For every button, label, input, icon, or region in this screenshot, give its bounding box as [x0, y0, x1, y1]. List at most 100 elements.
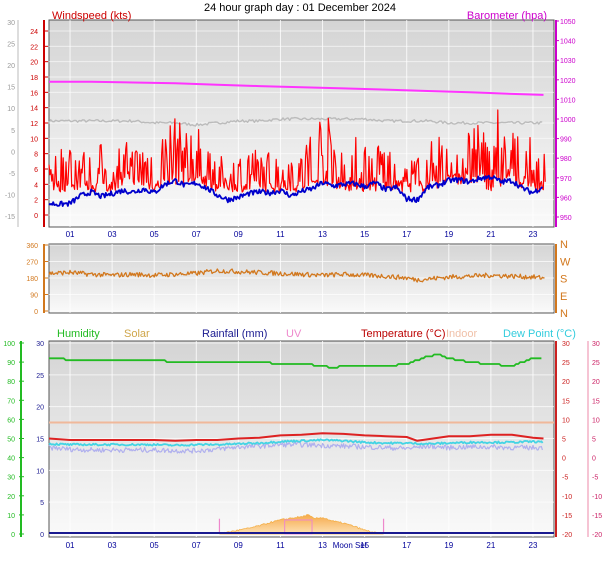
multi-x-tick-label: 23	[529, 541, 538, 550]
wind-x-tick-label: 05	[150, 230, 159, 239]
temp-y-tick-label: 30	[562, 341, 570, 348]
multi-x-tick-label: 11	[276, 541, 285, 550]
gray-y-tick-label: 15	[7, 85, 15, 92]
gray-y-tick-label: 10	[7, 106, 15, 113]
solar-area	[219, 514, 384, 535]
rain-y-tick-label: 5	[40, 500, 44, 507]
wind-x-tick-label: 17	[402, 230, 411, 239]
direction-y-tick-label: 360	[26, 243, 38, 250]
legend-indoor: Indoor	[446, 328, 478, 340]
humidity-y-tick-label: 20	[7, 494, 15, 501]
temp-y-tick-label: 5	[562, 437, 566, 444]
multi-x-tick-label: 01	[66, 541, 75, 550]
rain-y-tick-label: 30	[36, 341, 44, 348]
legend-temperature: Temperature (°C)	[361, 328, 445, 340]
baro-y-tick-label: 960	[560, 195, 572, 202]
temp-y-tick-label: 0	[562, 456, 566, 463]
legend-dewpoint: Dew Point (°C)	[503, 328, 576, 340]
legend-humidity: Humidity	[57, 328, 100, 340]
wind-panel-axes: 024681012141618202224-15-10-505101520253…	[5, 19, 576, 239]
humidity-y-tick-label: 100	[3, 341, 15, 348]
wind-direction-line	[48, 268, 545, 283]
wind-y-tick-label: 12	[30, 121, 38, 128]
compass-label: W	[560, 256, 571, 268]
wind-y-tick-label: 20	[30, 60, 38, 67]
gray-y-tick-label: 30	[7, 20, 15, 27]
wind-x-tick-label: 21	[486, 230, 495, 239]
direction-panel-grid	[49, 244, 554, 313]
multi-x-tick-label: 19	[444, 541, 453, 550]
legend-rainfall: Rainfall (mm)	[202, 328, 267, 340]
rain-y-tick-label: 20	[36, 405, 44, 412]
baro-y-tick-label: 980	[560, 156, 572, 163]
humidity-y-tick-label: 0	[11, 532, 15, 539]
barometer-line	[49, 80, 544, 96]
multi-panel-grid	[49, 341, 554, 537]
direction-y-tick-label: 270	[26, 260, 38, 267]
temp-alt-y-tick-label: -15	[592, 513, 602, 520]
wind-y-tick-label: 4	[34, 182, 38, 189]
gray-y-tick-label: -10	[5, 192, 15, 199]
temp-y-tick-label: -10	[562, 494, 572, 501]
humidity-y-tick-label: 50	[7, 437, 15, 444]
gray-y-tick-label: 5	[11, 128, 15, 135]
direction-panel-series	[48, 268, 545, 283]
wind-y-tick-label: 6	[34, 167, 38, 174]
multi-x-tick-label: 05	[150, 541, 159, 550]
compass-label: S	[560, 274, 567, 286]
wind-x-tick-label: 11	[276, 230, 285, 239]
rain-y-tick-label: 10	[36, 468, 44, 475]
baro-y-tick-label: 1040	[560, 39, 576, 46]
multi-x-tick-label: 17	[402, 541, 411, 550]
temp-alt-y-tick-label: 15	[592, 398, 600, 405]
wind-x-tick-label: 03	[108, 230, 117, 239]
humidity-y-tick-label: 90	[7, 360, 15, 367]
multi-panel-series	[48, 353, 554, 535]
wind-y-tick-label: 24	[30, 29, 38, 36]
multi-x-tick-label: 03	[108, 541, 117, 550]
gray-y-tick-label: 20	[7, 63, 15, 70]
wind-y-tick-label: 22	[30, 44, 38, 51]
baro-y-tick-label: 1020	[560, 78, 576, 85]
direction-y-tick-label: 0	[34, 309, 38, 316]
rain-y-tick-label: 15	[36, 437, 44, 444]
direction-y-tick-label: 90	[30, 293, 38, 300]
temp-y-tick-label: -5	[562, 475, 568, 482]
temp-alt-y-tick-label: 25	[592, 360, 600, 367]
rain-y-tick-label: 25	[36, 373, 44, 380]
windspeed-axis-title: Windspeed (kts)	[52, 10, 131, 22]
gray-y-tick-label: -15	[5, 214, 15, 221]
gray-y-tick-label: -5	[9, 171, 15, 178]
temp-alt-y-tick-label: -20	[592, 532, 602, 539]
temp-alt-y-tick-label: 0	[592, 456, 596, 463]
compass-label: N	[560, 308, 568, 320]
temp-alt-y-tick-label: 5	[592, 437, 596, 444]
legend-uv: UV	[286, 328, 302, 340]
humidity-y-tick-label: 40	[7, 456, 15, 463]
humidity-y-tick-label: 70	[7, 398, 15, 405]
humidity-y-tick-label: 30	[7, 475, 15, 482]
temperature-line	[48, 432, 544, 442]
wind-x-tick-label: 13	[318, 230, 327, 239]
moon-set-label: Moon Set	[333, 541, 368, 550]
wind-y-tick-label: 14	[30, 106, 38, 113]
wind-panel-series	[48, 80, 546, 207]
wind-x-tick-label: 09	[234, 230, 243, 239]
temp-y-tick-label: -15	[562, 513, 572, 520]
gray-y-tick-label: 0	[11, 149, 15, 156]
temp-alt-y-tick-label: 30	[592, 341, 600, 348]
temp-y-tick-label: -20	[562, 532, 572, 539]
humidity-y-tick-label: 60	[7, 417, 15, 424]
compass-label: E	[560, 291, 567, 303]
temp-y-tick-label: 25	[562, 360, 570, 367]
multi-x-tick-label: 21	[486, 541, 495, 550]
baro-y-tick-label: 1050	[560, 19, 576, 26]
temp-alt-y-tick-label: -10	[592, 494, 602, 501]
barometer-ghost-line	[48, 116, 543, 127]
humidity-line	[49, 353, 542, 369]
wind-y-tick-label: 18	[30, 75, 38, 82]
baro-y-tick-label: 1000	[560, 117, 576, 124]
windspeed-line	[48, 109, 546, 193]
